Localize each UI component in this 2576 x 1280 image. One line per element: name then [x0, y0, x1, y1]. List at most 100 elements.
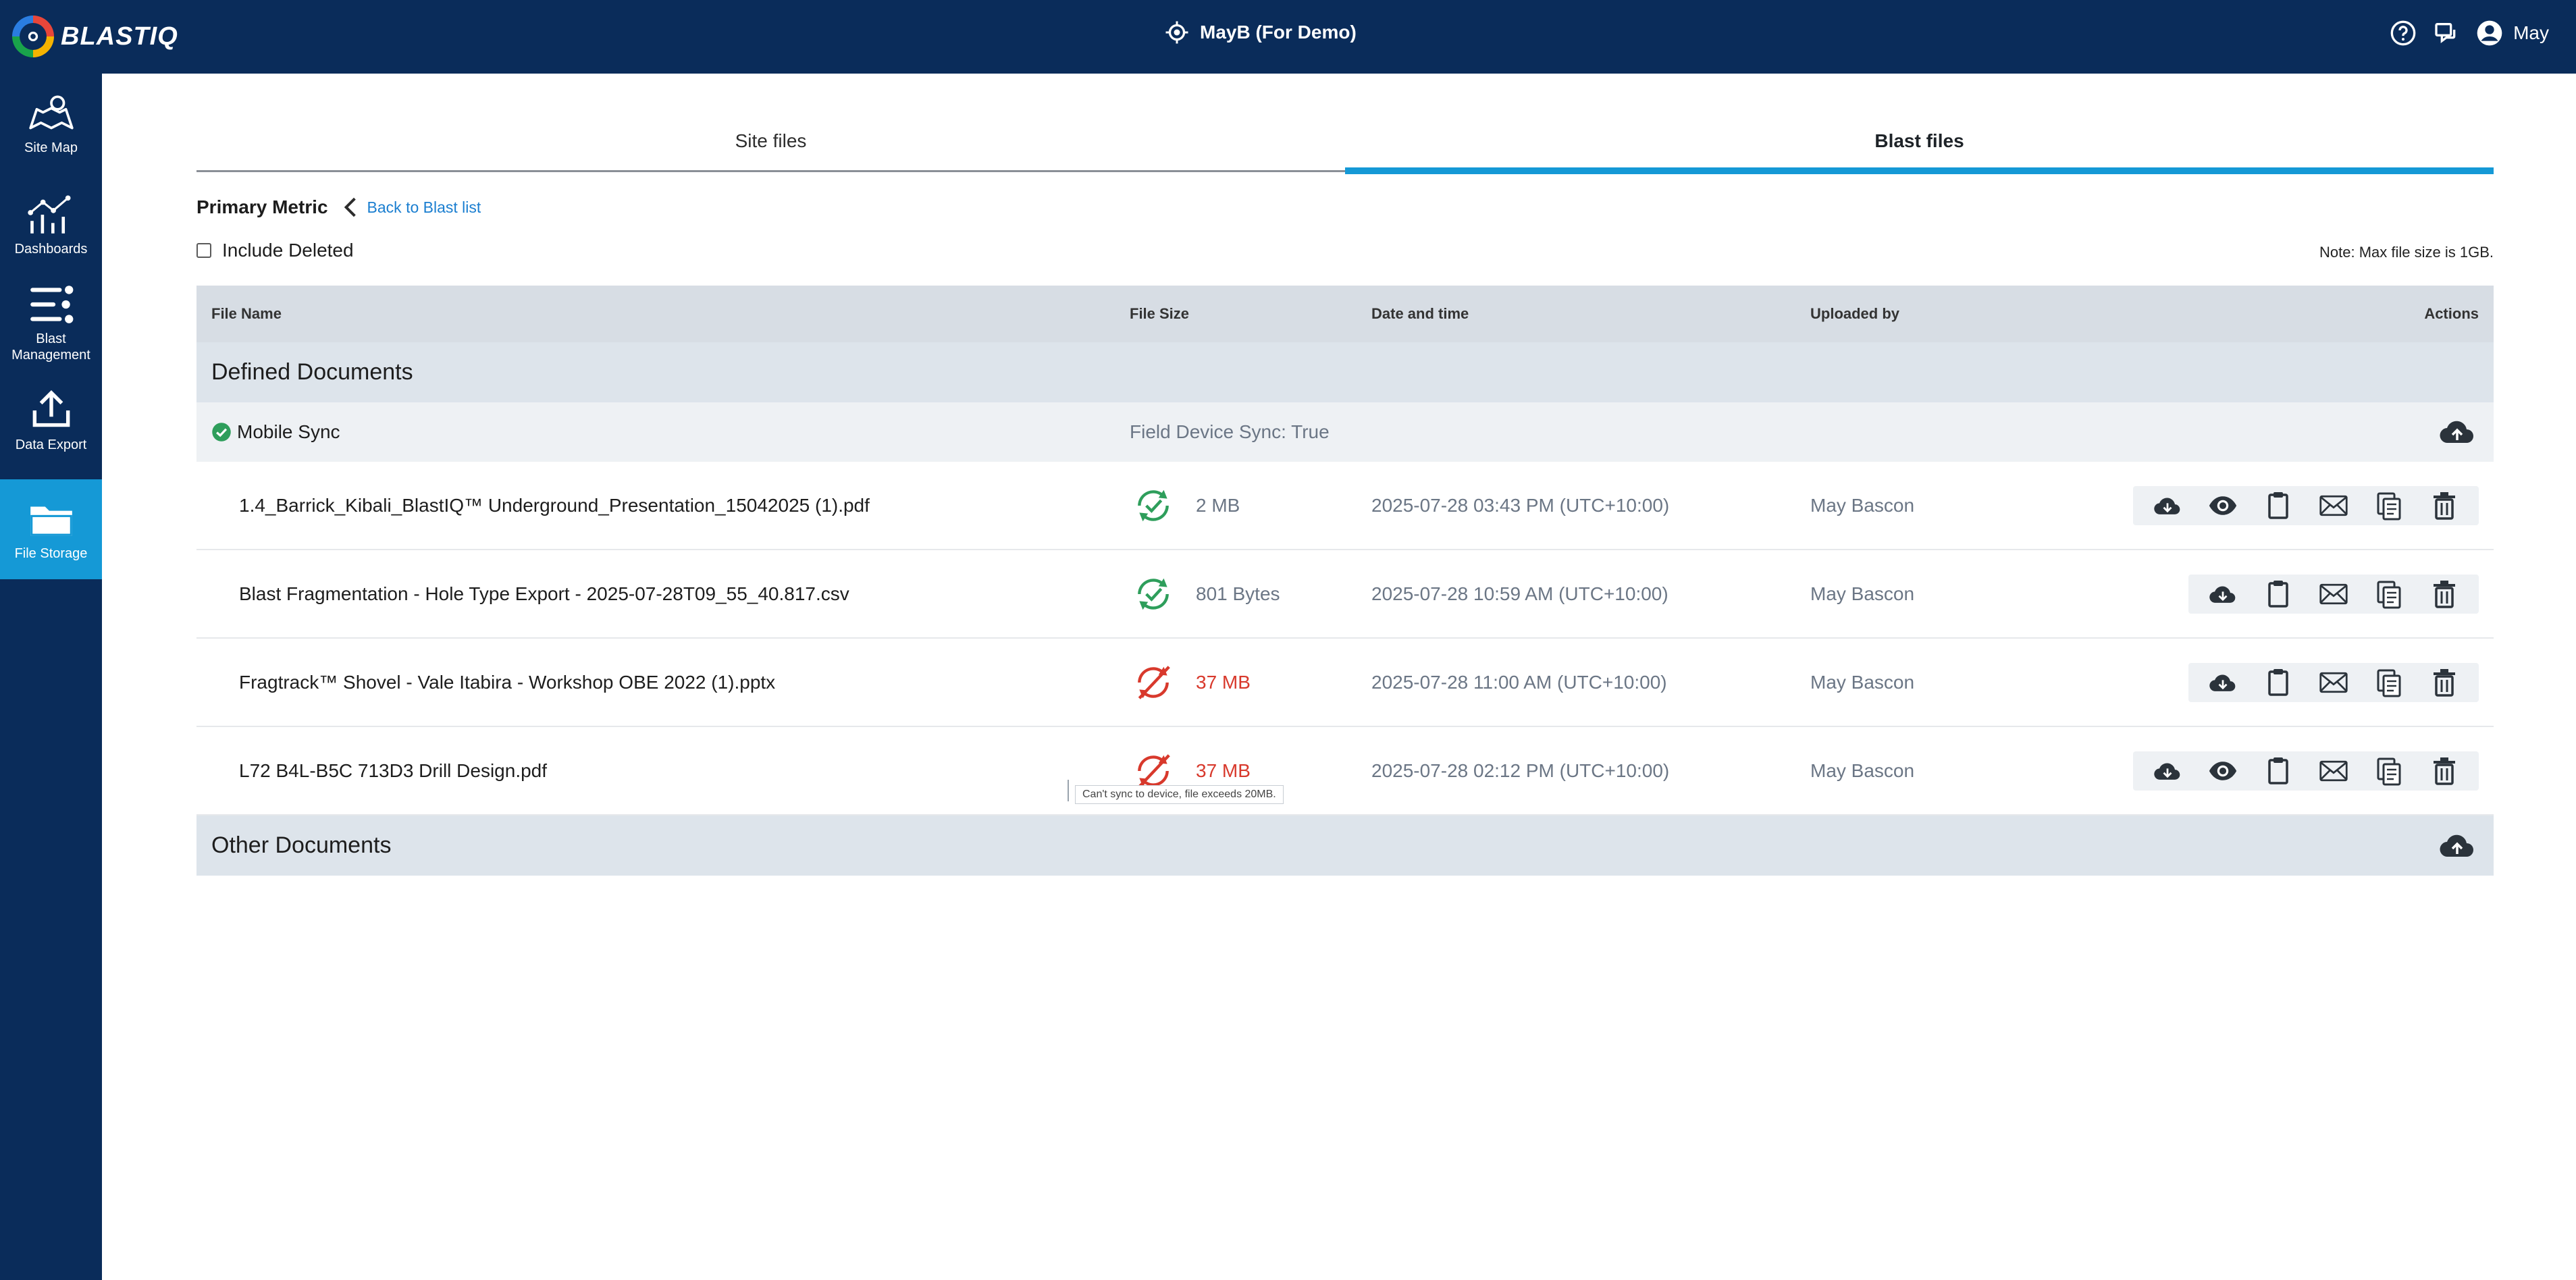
- trash-icon: [2434, 580, 2455, 608]
- file-size: 37 MB: [1196, 671, 1251, 693]
- other-documents-section: Other Documents: [196, 816, 2494, 876]
- clipboard-icon: [2268, 757, 2288, 784]
- trash-icon: [2434, 491, 2455, 520]
- export-icon: [32, 390, 70, 427]
- include-deleted-toggle[interactable]: Include Deleted: [196, 240, 354, 261]
- table-row[interactable]: L72 B4L-B5C 713D3 Drill Design.pdf 37 MB…: [196, 727, 2494, 816]
- download-button[interactable]: [2140, 751, 2195, 791]
- site-title: MayB (For Demo): [1200, 22, 1357, 43]
- tab-blast-files[interactable]: Blast files: [1345, 121, 2494, 174]
- copy-link-button[interactable]: [2251, 575, 2306, 614]
- sync-error-icon: [1132, 662, 1174, 703]
- user-avatar-icon[interactable]: [2475, 19, 2504, 47]
- logo-icon: [12, 16, 54, 57]
- sidebar-item-label: Blast Management: [11, 331, 90, 363]
- files-table: File Name File Size Date and time Upload…: [196, 286, 2494, 876]
- upload-defined-document-button[interactable]: [2438, 416, 2476, 448]
- preview-button[interactable]: [2195, 751, 2251, 791]
- file-name[interactable]: Fragtrack™ Shovel - Vale Itabira - Works…: [239, 671, 776, 693]
- defined-documents-section: Defined Documents: [196, 342, 2494, 402]
- upload-date: 2025-07-28 10:59 AM (UTC+10:00): [1371, 583, 1668, 604]
- download-button[interactable]: [2195, 663, 2251, 702]
- delete-button[interactable]: [2417, 486, 2472, 525]
- upload-other-document-button[interactable]: [2438, 830, 2476, 862]
- sidebar-item-site-map[interactable]: Site Map: [0, 74, 102, 174]
- section-title: Defined Documents: [211, 359, 413, 385]
- upload-date: 2025-07-28 03:43 PM (UTC+10:00): [1371, 494, 1670, 516]
- include-deleted-checkbox[interactable]: [196, 243, 211, 258]
- column-header-uploaded-by: Uploaded by: [1810, 305, 1900, 322]
- copy-file-button[interactable]: [2361, 575, 2417, 614]
- upload-date: 2025-07-28 02:12 PM (UTC+10:00): [1371, 759, 1670, 781]
- back-link-label: Back to Blast list: [367, 198, 481, 216]
- location-target-icon: [1165, 21, 1188, 44]
- uploaded-by: May Bascon: [1810, 671, 1915, 693]
- sync-ok-icon: [1132, 485, 1174, 527]
- envelope-icon: [2319, 495, 2348, 516]
- preview-button[interactable]: [2195, 486, 2251, 525]
- file-name[interactable]: 1.4_Barrick_Kibali_BlastIQ™ Underground_…: [239, 494, 870, 516]
- column-header-actions: Actions: [2424, 305, 2479, 322]
- sidebar-item-data-export[interactable]: Data Export: [0, 371, 102, 471]
- copy-file-button[interactable]: [2361, 663, 2417, 702]
- envelope-icon: [2319, 583, 2348, 604]
- cloud-download-icon: [2209, 585, 2236, 603]
- delete-button[interactable]: [2417, 663, 2472, 702]
- blastiq-logo[interactable]: BLASTIQ: [12, 14, 178, 59]
- breadcrumb: Primary Metric Back to Blast list: [196, 196, 481, 218]
- feedback-icon[interactable]: [2432, 19, 2461, 47]
- row-actions: [2133, 485, 2479, 525]
- brand-name: BLASTIQ: [61, 22, 178, 51]
- section-title: Other Documents: [211, 832, 392, 858]
- table-row[interactable]: Blast Fragmentation - Hole Type Export -…: [196, 550, 2494, 639]
- copy-document-icon: [2377, 669, 2401, 697]
- sidebar-item-label: Dashboards: [14, 242, 88, 257]
- mobile-sync-label: Mobile Sync: [237, 421, 340, 442]
- uploaded-by: May Bascon: [1810, 759, 1915, 781]
- user-name[interactable]: May: [2513, 22, 2549, 43]
- row-actions: [2188, 574, 2479, 614]
- uploaded-by: May Bascon: [1810, 494, 1915, 516]
- clipboard-icon: [2268, 580, 2288, 608]
- table-row[interactable]: 1.4_Barrick_Kibali_BlastIQ™ Underground_…: [196, 462, 2494, 550]
- site-selector[interactable]: MayB (For Demo): [1165, 20, 1357, 45]
- copy-file-button[interactable]: [2361, 751, 2417, 791]
- delete-button[interactable]: [2417, 751, 2472, 791]
- email-button[interactable]: [2306, 575, 2361, 614]
- help-icon[interactable]: [2389, 19, 2417, 47]
- table-row[interactable]: Fragtrack™ Shovel - Vale Itabira - Works…: [196, 639, 2494, 727]
- cloud-download-icon: [2209, 674, 2236, 691]
- sidebar-item-blast-management[interactable]: Blast Management: [0, 273, 102, 373]
- blast-management-icon: [30, 286, 73, 323]
- copy-document-icon: [2377, 581, 2401, 608]
- copy-file-button[interactable]: [2361, 486, 2417, 525]
- folder-icon: [30, 506, 72, 536]
- table-header: File Name File Size Date and time Upload…: [196, 286, 2494, 342]
- sidebar-item-dashboards[interactable]: Dashboards: [0, 175, 102, 275]
- include-deleted-label: Include Deleted: [222, 240, 354, 261]
- back-to-blast-list-link[interactable]: Back to Blast list: [343, 196, 481, 218]
- sync-ok-icon: [1132, 573, 1174, 615]
- copy-link-button[interactable]: [2251, 486, 2306, 525]
- copy-link-button[interactable]: [2251, 663, 2306, 702]
- page-title: Primary Metric: [196, 196, 328, 217]
- dashboard-icon: [27, 195, 71, 234]
- download-button[interactable]: [2195, 575, 2251, 614]
- envelope-icon: [2319, 672, 2348, 693]
- tab-site-files[interactable]: Site files: [735, 130, 807, 151]
- file-name[interactable]: Blast Fragmentation - Hole Type Export -…: [239, 583, 849, 604]
- mobile-sync-row: Mobile Sync Field Device Sync: True: [196, 402, 2494, 462]
- email-button[interactable]: [2306, 751, 2361, 791]
- file-size: 801 Bytes: [1196, 583, 1280, 604]
- copy-link-button[interactable]: [2251, 751, 2306, 791]
- email-button[interactable]: [2306, 663, 2361, 702]
- email-button[interactable]: [2306, 486, 2361, 525]
- field-device-sync-value: Field Device Sync: True: [1130, 421, 1330, 442]
- sidebar: Site Map Dashboards Blast Management Dat…: [0, 74, 102, 1280]
- file-name[interactable]: L72 B4L-B5C 713D3 Drill Design.pdf: [239, 759, 548, 781]
- delete-button[interactable]: [2417, 575, 2472, 614]
- clipboard-icon: [2268, 491, 2288, 519]
- sidebar-item-file-storage[interactable]: File Storage: [0, 479, 102, 579]
- sidebar-item-label: Data Export: [15, 437, 87, 452]
- download-button[interactable]: [2140, 486, 2195, 525]
